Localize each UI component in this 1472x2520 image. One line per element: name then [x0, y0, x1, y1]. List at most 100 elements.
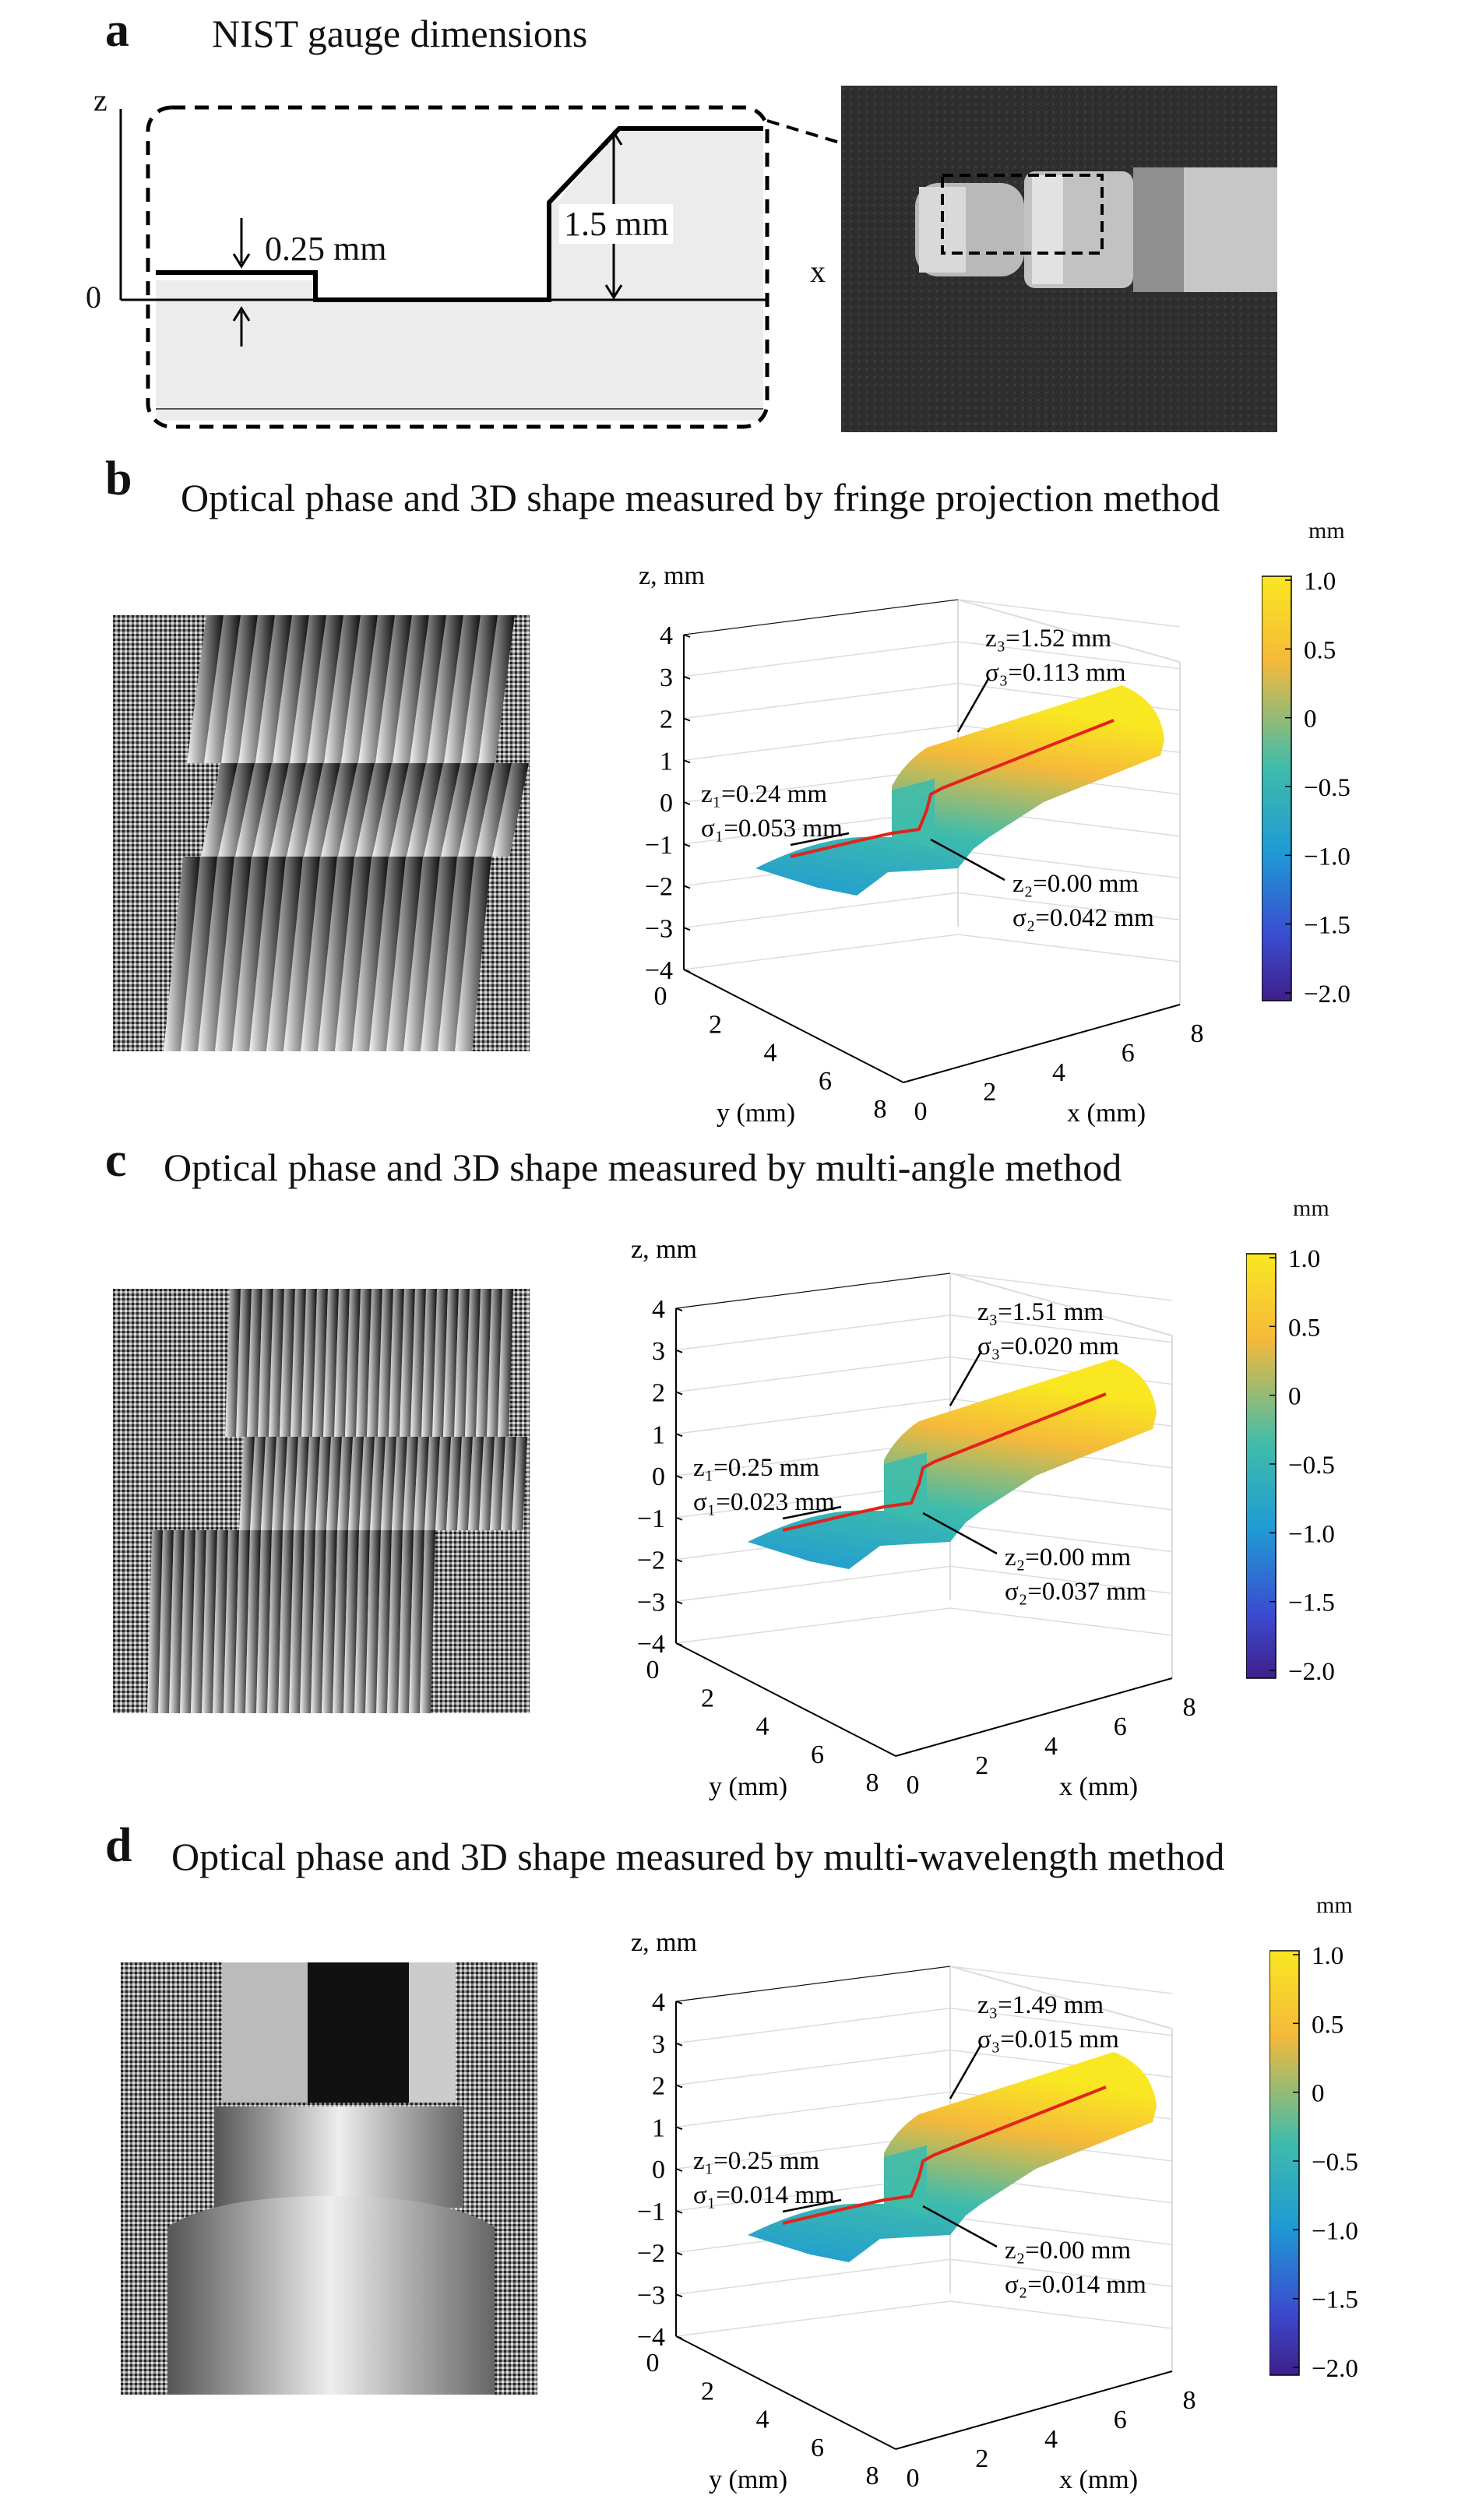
z-axis-label: z, mm — [631, 1928, 697, 1957]
z-tick-label: −4 — [645, 956, 673, 985]
colorbar-unit: mm — [1293, 1195, 1329, 1221]
annotation-sigma3: σ₃=0.015 mm — [977, 2026, 1119, 2054]
zoom-frame — [146, 105, 769, 429]
colorbar: 1.0 0.5 0 −0.5 −1.0 −1.5 −2.0 — [1246, 1245, 1335, 1686]
colorbar-tick-label: −1.0 — [1312, 2217, 1358, 2245]
x-tick-label: 6 — [1114, 2406, 1127, 2434]
z-tick-label: 2 — [660, 706, 673, 734]
annotation-z3: z₃=1.49 mm — [977, 1991, 1104, 2019]
z-tick-label: 4 — [652, 1988, 665, 2017]
x-tick-label: 2 — [975, 1751, 988, 1780]
z-tick-label: −3 — [637, 2281, 665, 2310]
x-tick-label: 0 — [907, 2464, 920, 2493]
colorbar-tick-label: −2.0 — [1312, 2355, 1358, 2383]
z-tick-label: 1 — [652, 2113, 665, 2142]
x-tick-label: 0 — [907, 1771, 920, 1800]
colorbar: 1.0 0.5 0 −0.5 −1.0 −1.5 −2.0 — [1270, 1942, 1358, 2383]
phase-map-image — [113, 615, 530, 1051]
colorbar-tick-label: −1.5 — [1312, 2286, 1358, 2314]
annotation-z1: z₁=0.25 mm — [693, 2147, 819, 2175]
surface-mesh — [748, 2052, 1157, 2262]
panel-a-title: NIST gauge dimensions — [212, 12, 588, 55]
phase-map-image — [113, 1289, 530, 1713]
annotation-z2: z₂=0.00 mm — [1005, 2237, 1131, 2265]
y-tick-label: 2 — [701, 2377, 714, 2406]
x-tick-label: 4 — [1044, 1732, 1058, 1761]
annotation-sigma1: σ₁=0.053 mm — [701, 815, 843, 843]
colorbar-tick-label: −0.5 — [1304, 774, 1351, 802]
gauge-step2-dimension: 1.5 mm — [559, 204, 674, 244]
annotation-sigma3: σ₃=0.113 mm — [985, 659, 1126, 687]
z-tick-label: 3 — [652, 1337, 665, 1366]
z-tick-label: 3 — [660, 663, 673, 692]
x-tick-label: 8 — [1183, 1693, 1196, 1722]
z-tick-label: 4 — [660, 621, 673, 650]
annotation-sigma2: σ₂=0.042 mm — [1012, 904, 1154, 932]
colorbar-tick-label: 0 — [1312, 2080, 1325, 2108]
profile-line — [790, 719, 1115, 858]
colorbar-tick-label: 1.0 — [1288, 1245, 1320, 1273]
colorbar-unit: mm — [1316, 1892, 1353, 1918]
annotation-z1: z₁=0.24 mm — [701, 780, 827, 808]
surface-mesh — [748, 1359, 1157, 1569]
z-tick-label: 4 — [652, 1295, 665, 1324]
colorbar-tick-label: −2.0 — [1288, 1658, 1335, 1686]
y-tick-label: 8 — [874, 1095, 887, 1124]
z-axis-label: z, mm — [639, 561, 705, 590]
colorbar: 1.0 0.5 0 −0.5 −1.0 −1.5 −2.0 — [1262, 568, 1351, 1008]
z-tick-label: 3 — [652, 2030, 665, 2059]
z-tick-label: −3 — [645, 914, 673, 943]
colorbar-tick-label: 0.5 — [1304, 636, 1336, 664]
x-tick-label: 4 — [1052, 1058, 1065, 1087]
gauge-x-axis-label: x — [810, 254, 826, 289]
z-tick-label: 0 — [652, 1462, 665, 1491]
surface-mesh — [755, 685, 1164, 896]
y-tick-label: 0 — [646, 1656, 660, 1684]
y-tick-label: 0 — [646, 2349, 660, 2377]
x-tick-label: 6 — [1122, 1039, 1135, 1068]
y-axis-label: y (mm) — [709, 2465, 787, 2494]
phase-map-image — [121, 1962, 537, 2395]
panel-label: c — [105, 1134, 127, 1187]
z-tick-label: −1 — [637, 2198, 665, 2226]
y-tick-label: 2 — [709, 1010, 722, 1039]
x-tick-label: 0 — [914, 1097, 928, 1126]
y-tick-label: 0 — [654, 982, 667, 1011]
y-tick-label: 8 — [866, 2462, 879, 2490]
panel-label: b — [105, 452, 132, 505]
gauge-photo — [841, 86, 1277, 432]
y-tick-label: 6 — [819, 1067, 832, 1096]
colorbar-tick-label: 1.0 — [1312, 1942, 1343, 1970]
x-tick-label: 2 — [983, 1078, 996, 1107]
y-tick-label: 8 — [866, 1769, 879, 1797]
z-tick-label: 1 — [660, 747, 673, 776]
x-tick-label: 6 — [1114, 1712, 1127, 1741]
profile-line — [782, 2085, 1107, 2225]
colorbar-tick-label: 0 — [1288, 1383, 1301, 1411]
colorbar-tick-label: −1.5 — [1304, 912, 1351, 940]
y-axis-label: y (mm) — [709, 1772, 787, 1801]
x-tick-label: 2 — [975, 2444, 988, 2473]
z-tick-label: −1 — [645, 831, 673, 860]
annotation-sigma2: σ₂=0.037 mm — [1005, 1578, 1146, 1606]
annotation-z3: z₃=1.52 mm — [985, 625, 1111, 653]
annotation-sigma3: σ₃=0.020 mm — [977, 1332, 1119, 1360]
z-tick-label: −2 — [637, 1547, 665, 1575]
x-tick-label: 8 — [1183, 2386, 1196, 2415]
z-tick-label: 0 — [660, 789, 673, 818]
y-tick-label: 2 — [701, 1684, 714, 1712]
colorbar-tick-label: 1.0 — [1304, 568, 1336, 596]
annotation-z1: z₁=0.25 mm — [693, 1454, 819, 1482]
annotation-z3: z₃=1.51 mm — [977, 1298, 1104, 1326]
panel-title: Optical phase and 3D shape measured by m… — [164, 1146, 1122, 1189]
y-tick-label: 4 — [756, 2406, 769, 2434]
y-tick-label: 6 — [811, 1740, 824, 1769]
annotation-sigma2: σ₂=0.014 mm — [1005, 2271, 1146, 2299]
x-tick-label: 8 — [1191, 1019, 1204, 1048]
z-tick-label: −2 — [637, 2240, 665, 2268]
annotation-sigma1: σ₁=0.014 mm — [693, 2181, 835, 2209]
colorbar-tick-label: −0.5 — [1312, 2149, 1358, 2177]
gauge-step1-dimension: 0.25 mm — [265, 230, 387, 268]
z-tick-label: 2 — [652, 2072, 665, 2101]
